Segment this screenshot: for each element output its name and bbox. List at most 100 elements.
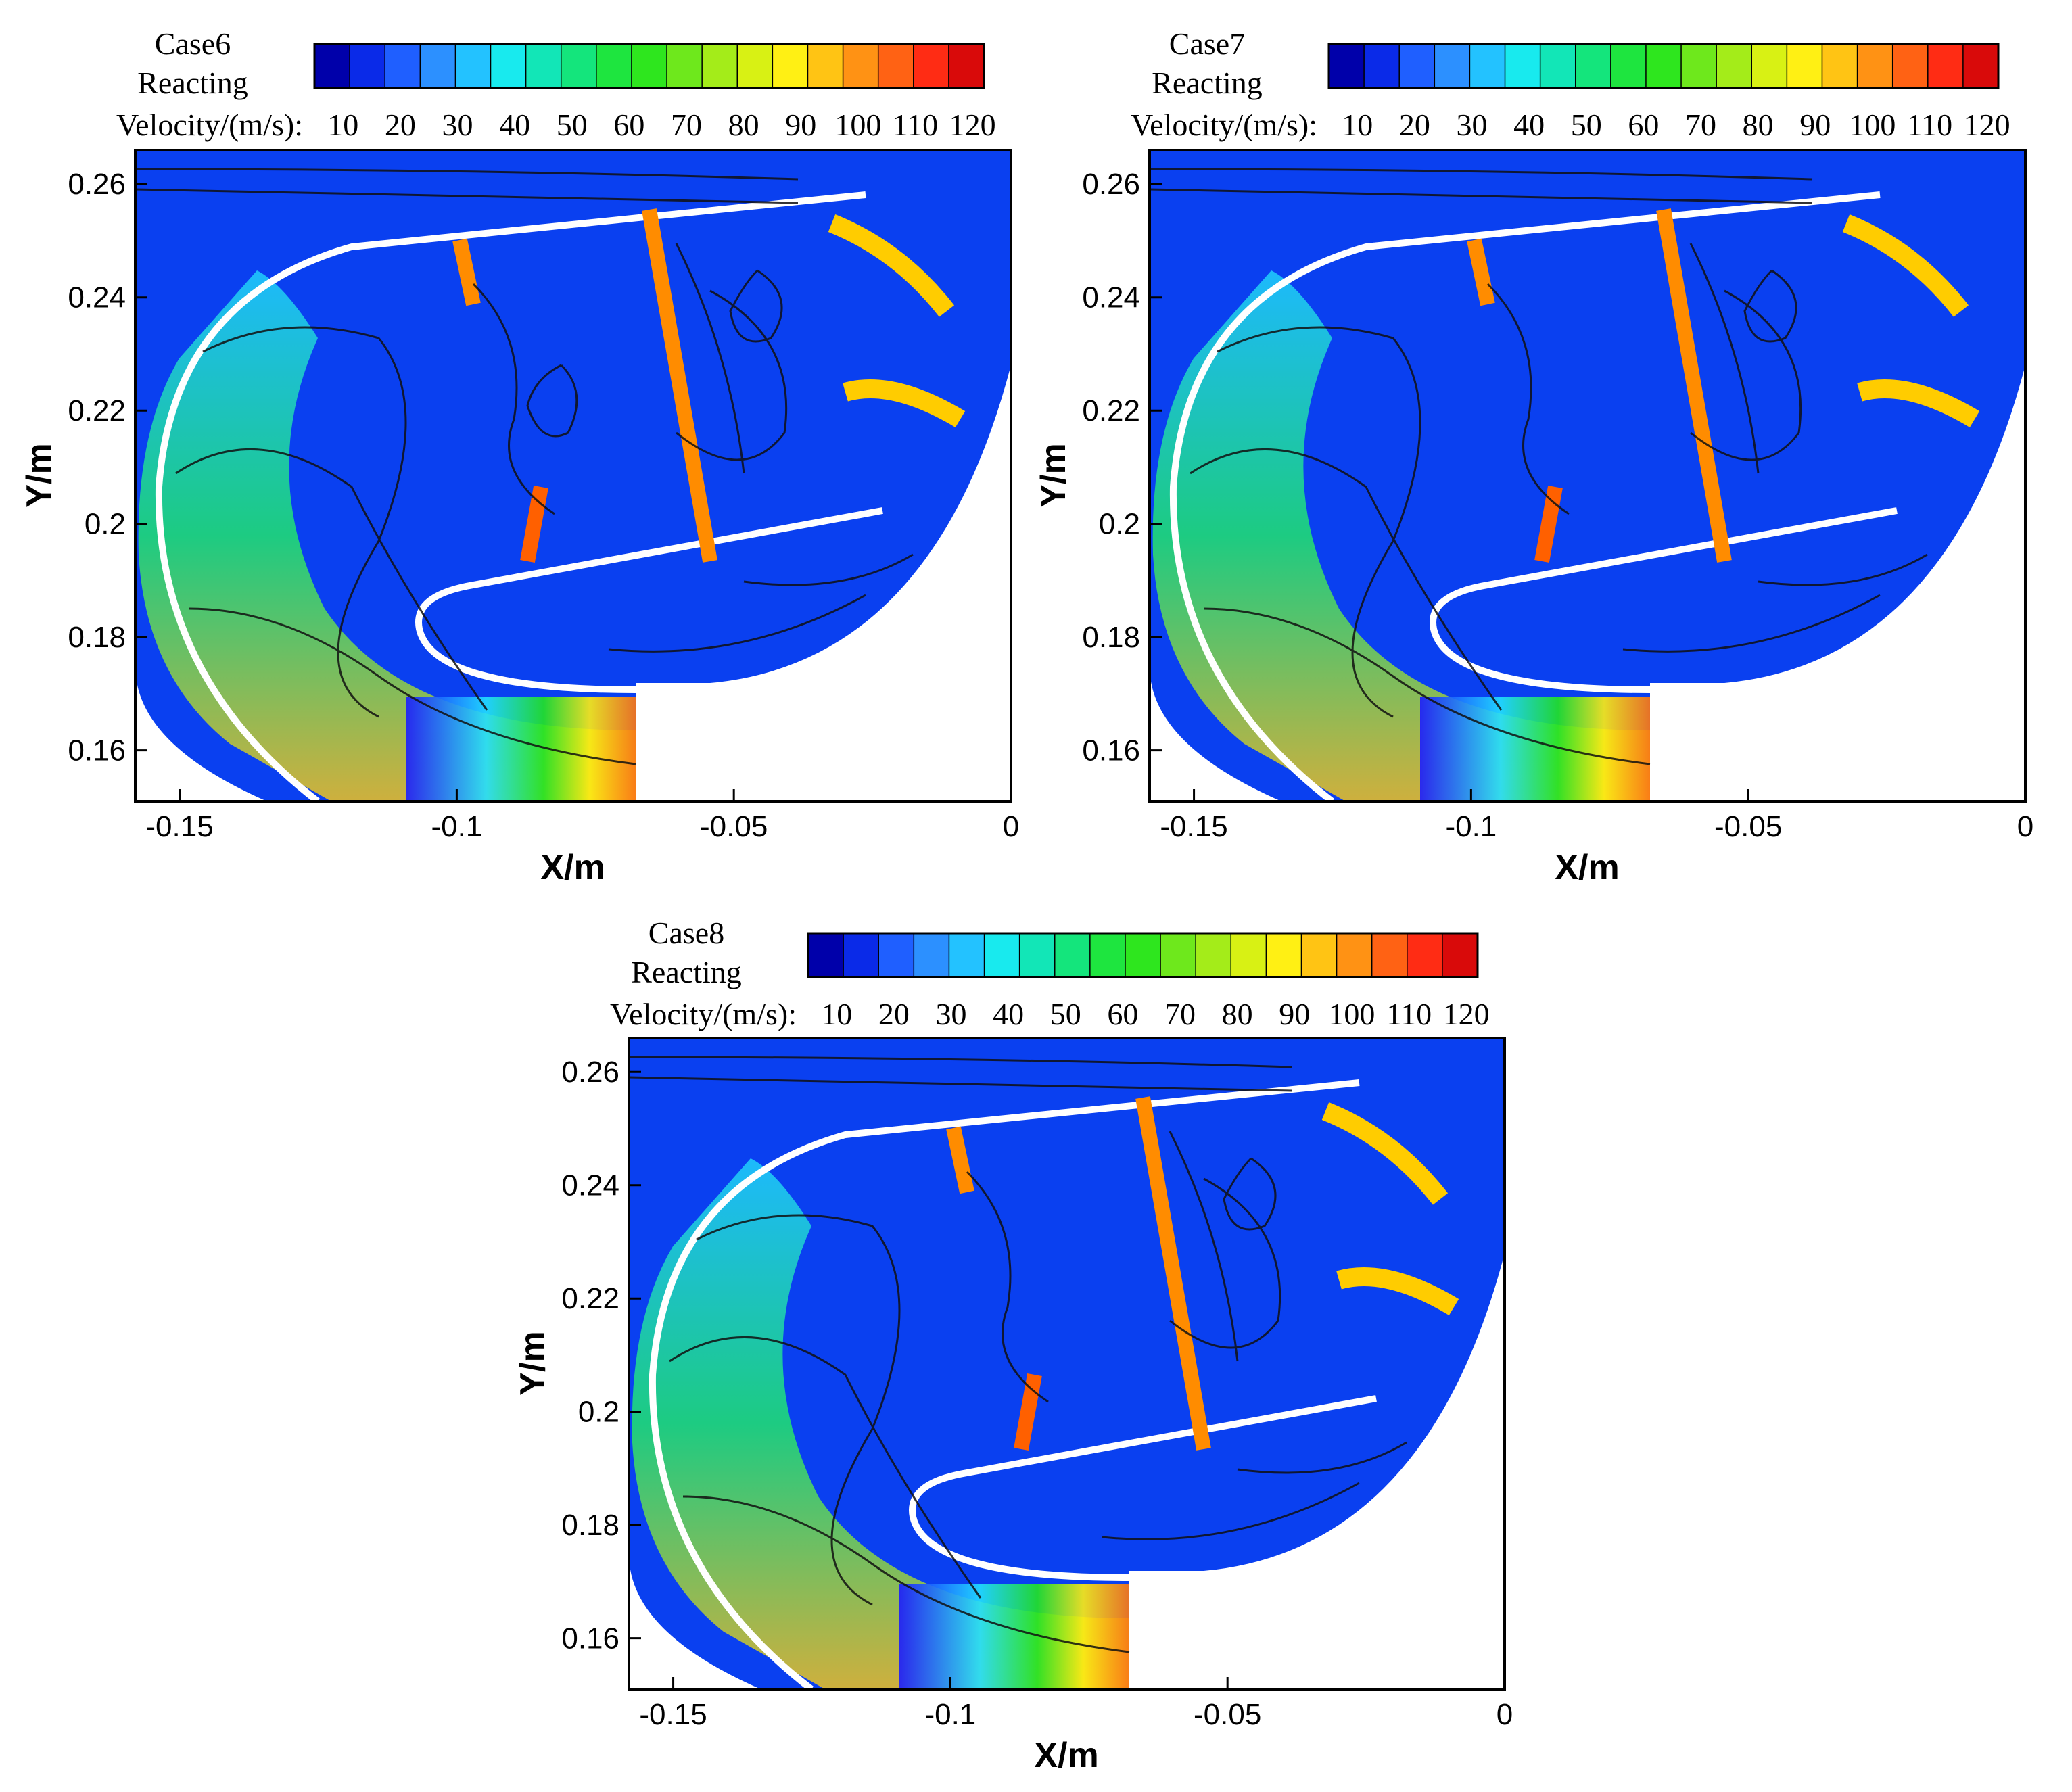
colorbar-cells [1327,43,2000,89]
y-axis-title: Y/m [20,443,59,507]
colorbar-cell [1265,933,1302,978]
y-tick-label: 0.16 [561,1622,619,1655]
primary-jet-top [452,238,481,306]
colorbar-cell [1300,933,1338,978]
colorbar-tick-label: 120 [949,108,996,142]
x-axis-title: X/m [540,848,605,887]
colorbar-tick-label: 100 [1328,997,1375,1031]
colorbar-cell [1434,43,1471,89]
colorbar-cell [1610,43,1647,89]
colorbar-tick-label: 100 [1849,108,1896,142]
colorbar-cell [1504,43,1541,89]
colorbar-tick-label: 70 [671,108,702,142]
condition-label: Reacting [137,66,248,100]
colorbar-cell [314,43,351,89]
colorbar-cell [913,43,950,89]
colorbar-tick-label: 50 [1571,108,1602,142]
plot-area: -0.15 -0.1 -0.05 0 0.160.180.20.220.240.26 … [20,149,1019,887]
x-axis-title: X/m [1555,848,1619,887]
colorbar-cell [419,43,456,89]
colorbar-cell [1328,43,1365,89]
velocity-field [135,150,1011,804]
contour-panel-case7: Case7 Reacting Velocity/(m/s): 10 20 30 40 5… [1034,26,2033,887]
flow-domain [1150,150,2025,801]
x-ticks: -0.15 -0.1 -0.05 0 [145,789,1019,843]
liner-wall [155,191,866,804]
x-tick-label: -0.05 [700,810,768,843]
outer-annulus-flow [1152,270,1650,801]
colorbar-tick-label: 110 [1907,108,1952,142]
colorbar-variable-label: Velocity/(m/s): [1131,108,1317,142]
colorbar: Case8 Reacting Velocity/(m/s): 10 20 30 40 5… [610,916,1490,1031]
contour-panel-case8: Case8 Reacting Velocity/(m/s): 10 20 30 40 5… [513,916,1513,1775]
x-axis-title: X/m [1034,1736,1098,1775]
colorbar-cell [1407,933,1444,978]
y-axis-title: Y/m [513,1331,552,1395]
condition-label: Reacting [1152,66,1263,100]
liner-wall [1169,191,1881,804]
x-tick-label: -0.05 [1714,810,1782,843]
colorbar-tick-label: 110 [1386,997,1432,1031]
y-tick-label: 0.26 [1082,168,1140,201]
primary-jet-top [946,1126,974,1194]
colorbar-cell [1539,43,1576,89]
y-tick-label: 0.24 [68,281,126,314]
x-tick-label: -0.1 [924,1698,976,1731]
colorbar-tick-label: 110 [893,108,938,142]
y-tick-label: 0.18 [561,1509,619,1542]
colorbar: Case6 Reacting Velocity/(m/s): 10 20 30 40 5… [116,26,996,142]
colorbar-tick-label: 10 [1342,108,1373,142]
y-tick-label: 0.18 [1082,621,1140,654]
colorbar-cell [842,43,879,89]
colorbar-cell [1195,933,1232,978]
y-tick-label: 0.26 [68,168,126,201]
colorbar-tick-label: 50 [1050,997,1081,1031]
colorbar-cell [1371,933,1409,978]
colorbar-tick-labels: 10 20 30 40 50 60 70 80 90 100 110 120 [821,997,1489,1031]
colorbar-tick-label: 120 [1443,997,1490,1031]
colorbar-cell [948,933,985,978]
x-tick-label: -0.1 [1445,810,1497,843]
colorbar-cell [631,43,668,89]
liner-wall [649,1079,1360,1692]
colorbar-cell [1680,43,1718,89]
colorbar-frame [1327,43,2000,89]
secondary-jet-bottom [1534,486,1563,563]
y-tick-label: 0.2 [85,508,126,541]
outer-annulus-flow [632,1158,1129,1689]
colorbar-cell [983,933,1020,978]
liner-inner-wall [415,507,883,693]
dilution-jet [642,208,717,563]
colorbar-tick-label: 80 [728,108,759,142]
colorbar-tick-label: 80 [1222,997,1253,1031]
colorbar-tick-label: 80 [1743,108,1774,142]
colorbar-tick-label: 20 [1399,108,1430,142]
colorbar-cell [1230,933,1267,978]
colorbar-cell [1336,933,1373,978]
colorbar-cell [701,43,738,89]
colorbar-cell [1398,43,1436,89]
y-ticks: 0.16 0.18 0.2 0.22 0.24 0.26 [1082,168,1162,768]
y-tick-label: 0.24 [1082,281,1140,314]
colorbar-tick-label: 60 [613,108,644,142]
colorbar-cell [666,43,703,89]
colorbar-cell [1891,43,1929,89]
colorbar-cell [772,43,809,89]
swirler-upper [828,214,955,317]
colorbar-cell [913,933,950,978]
case-label: Case7 [1169,26,1245,61]
colorbar-frame [313,43,985,89]
colorbar-tick-label: 100 [834,108,881,142]
colorbar-tick-label: 70 [1685,108,1716,142]
colorbar-cell [560,43,598,89]
colorbar-cell [1442,933,1479,978]
colorbar-cell [384,43,421,89]
y-tick-label: 0.2 [1099,508,1140,541]
case-label: Case6 [155,26,231,61]
colorbar-cell [877,43,915,89]
x-ticks: -0.15 -0.1 -0.05 0 [1160,789,2033,843]
colorbar: Case7 Reacting Velocity/(m/s): 10 20 30 40 5… [1131,26,2010,142]
x-tick-label: -0.05 [1194,1698,1261,1731]
colorbar-cell [596,43,633,89]
